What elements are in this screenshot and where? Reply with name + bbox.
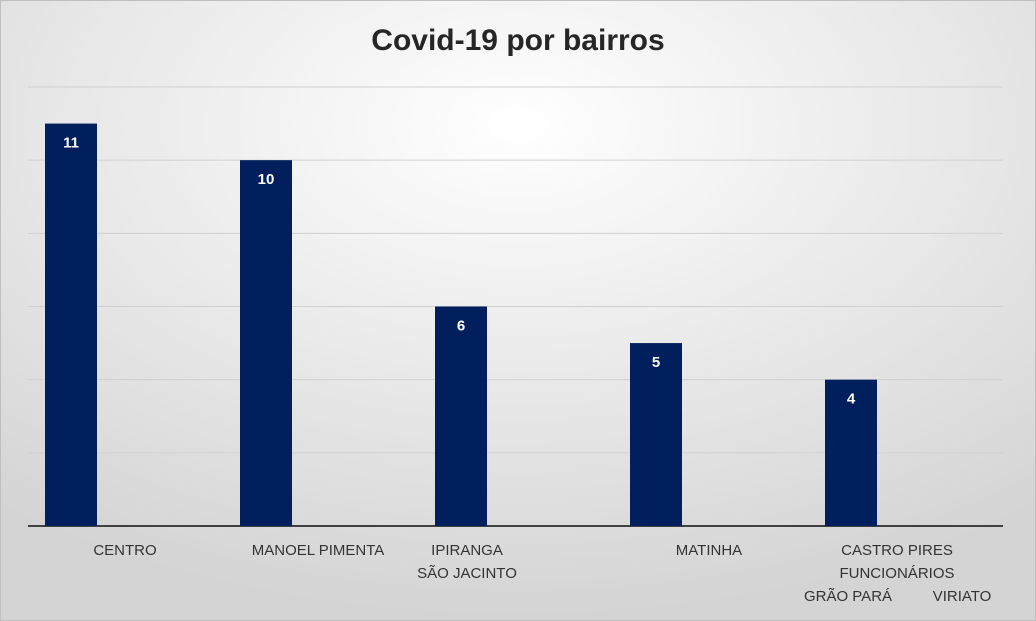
- bar: [45, 123, 97, 526]
- x-tick-label: CENTRO: [93, 542, 156, 559]
- bar: [825, 379, 877, 526]
- x-tick-label: MANOEL PIMENTA: [252, 542, 385, 559]
- value-label: 11: [63, 135, 79, 152]
- bar: [240, 160, 292, 526]
- x-tick-label: VIRIATO: [933, 588, 992, 605]
- x-tick-label: IPIRANGA: [431, 542, 503, 559]
- chart-title: Covid-19 por bairros: [371, 24, 664, 57]
- x-tick-label: MATINHA: [676, 542, 742, 559]
- x-tick-label: GRÃO PARÁ: [804, 588, 892, 605]
- bar: [630, 343, 682, 526]
- x-tick-label: FUNCIONÁRIOS: [839, 565, 954, 582]
- bar: [435, 306, 487, 526]
- value-label: 10: [258, 171, 275, 188]
- x-tick-label: CASTRO PIRES: [841, 542, 953, 559]
- value-label: 5: [652, 354, 660, 371]
- value-label: 6: [457, 317, 465, 334]
- x-tick-label: SÃO JACINTO: [417, 565, 517, 582]
- value-label: 4: [847, 391, 856, 408]
